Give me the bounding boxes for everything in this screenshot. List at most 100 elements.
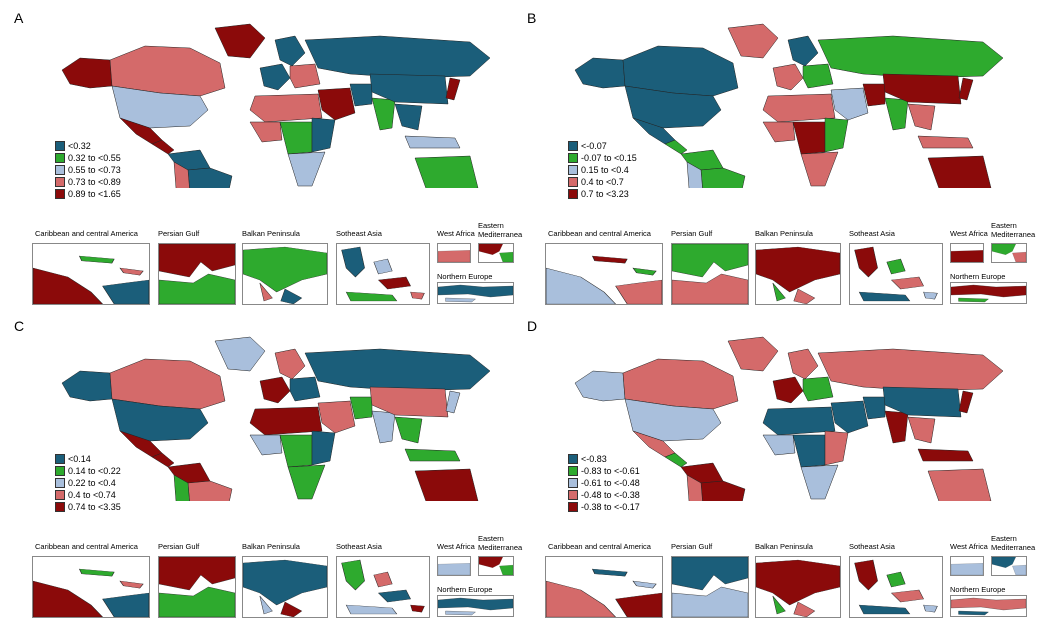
inset-title-westafrica: West Africa xyxy=(950,542,988,551)
region-greenland xyxy=(214,23,266,59)
inset-map-westafrica xyxy=(950,243,984,263)
inset-title-eastmed: Eastern Mediterranea xyxy=(478,534,523,552)
inset-region xyxy=(756,246,840,293)
inset-region xyxy=(951,250,983,262)
inset-map-northeurope xyxy=(950,595,1027,617)
legend-swatch xyxy=(568,141,578,151)
inset-region xyxy=(923,604,938,613)
inset-region xyxy=(259,282,273,302)
inset-region xyxy=(345,291,398,302)
region-nafrica xyxy=(762,406,836,436)
inset-title-eastmed: Eastern Mediterranea xyxy=(478,221,523,239)
region-iran xyxy=(862,83,886,107)
inset-map-caribbean xyxy=(545,556,663,618)
legend-swatch xyxy=(568,478,578,488)
inset-region xyxy=(890,276,924,290)
legend-swatch xyxy=(55,153,65,163)
inset-region xyxy=(951,597,1026,611)
inset-region xyxy=(102,279,149,304)
inset-region xyxy=(632,267,657,276)
inset-region xyxy=(958,610,989,616)
legend-swatch xyxy=(55,177,65,187)
region-china xyxy=(369,386,449,418)
inset-region xyxy=(672,557,748,591)
inset-region xyxy=(410,604,425,613)
region-europe_e xyxy=(802,63,834,89)
region-alaska xyxy=(61,370,113,402)
region-seasia xyxy=(907,416,936,444)
inset-map-seasia xyxy=(336,556,430,618)
inset-title-balkan: Balkan Peninsula xyxy=(755,542,813,551)
inset-map-gulf xyxy=(671,243,749,305)
inset-title-seasia: Sotheast Asia xyxy=(336,542,382,551)
inset-region xyxy=(377,589,411,603)
inset-region xyxy=(772,282,786,302)
region-chile xyxy=(686,474,703,501)
region-centam xyxy=(151,139,175,155)
inset-region xyxy=(951,284,1026,298)
legend-swatch xyxy=(568,454,578,464)
inset-region xyxy=(243,559,327,606)
inset-region xyxy=(499,252,513,262)
region-australia xyxy=(414,155,479,188)
region-safrica xyxy=(287,464,326,500)
legend-label: <0.32 xyxy=(68,141,91,151)
region-chile xyxy=(173,161,190,188)
inset-map-eastmed xyxy=(478,243,514,263)
inset-region xyxy=(854,246,878,278)
region-scand xyxy=(787,348,819,380)
inset-map-balkan xyxy=(755,556,841,618)
legend-swatch xyxy=(55,454,65,464)
region-brazil xyxy=(700,480,746,501)
region-eafrica xyxy=(824,117,849,153)
inset-map-seasia xyxy=(336,243,430,305)
legend-label: <-0.83 xyxy=(581,454,607,464)
region-europe_e xyxy=(802,376,834,402)
panel-c: C <0.14 0.14 to <0.22 0.22 to <0.4 0.4 to <… xyxy=(0,313,522,625)
inset-title-caribbean: Caribbean and central America xyxy=(548,229,651,238)
inset-map-balkan xyxy=(242,243,328,305)
inset-region xyxy=(1012,565,1026,575)
region-scand xyxy=(787,35,819,67)
legend-item: 0.55 to <0.73 xyxy=(55,164,121,176)
region-safrica xyxy=(287,151,326,187)
inset-region xyxy=(159,586,235,617)
region-india xyxy=(884,410,909,444)
inset-title-northeurope: Northern Europe xyxy=(950,585,1006,594)
inset-title-seasia: Sotheast Asia xyxy=(849,542,895,551)
inset-map-seasia xyxy=(849,243,943,305)
inset-region xyxy=(672,244,748,278)
inset-region xyxy=(890,589,924,603)
inset-title-balkan: Balkan Peninsula xyxy=(242,542,300,551)
inset-region xyxy=(159,244,235,278)
legend-swatch xyxy=(55,478,65,488)
legend-label: <0.14 xyxy=(68,454,91,464)
legend-label: 0.15 to <0.4 xyxy=(581,165,629,175)
inset-region xyxy=(1012,252,1026,262)
region-chile xyxy=(686,161,703,188)
inset-title-seasia: Sotheast Asia xyxy=(849,229,895,238)
legend-swatch xyxy=(568,153,578,163)
region-eafrica xyxy=(311,430,336,466)
panel-a: A <0.32 0.32 to <0.55 0.55 to <0.73 0.73 to… xyxy=(0,0,522,312)
inset-title-caribbean: Caribbean and central America xyxy=(35,542,138,551)
inset-region xyxy=(373,258,393,275)
inset-region xyxy=(479,557,503,568)
region-brazil xyxy=(187,480,233,501)
region-china xyxy=(369,73,449,105)
region-mideast xyxy=(830,400,869,434)
region-safrica xyxy=(800,151,839,187)
panel-label: C xyxy=(14,318,25,334)
legend-item: -0.48 to <-0.38 xyxy=(568,489,640,501)
inset-region xyxy=(259,595,273,615)
legend-label: 0.4 to <0.74 xyxy=(68,490,116,500)
inset-region xyxy=(772,595,786,615)
legend-item: 0.32 to <0.55 xyxy=(55,152,121,164)
inset-map-eastmed xyxy=(478,556,514,576)
inset-map-westafrica xyxy=(950,556,984,576)
inset-title-gulf: Persian Gulf xyxy=(158,229,200,238)
inset-title-caribbean: Caribbean and central America xyxy=(35,229,138,238)
region-iran xyxy=(349,83,373,107)
legend-swatch xyxy=(55,141,65,151)
legend-swatch xyxy=(55,189,65,199)
